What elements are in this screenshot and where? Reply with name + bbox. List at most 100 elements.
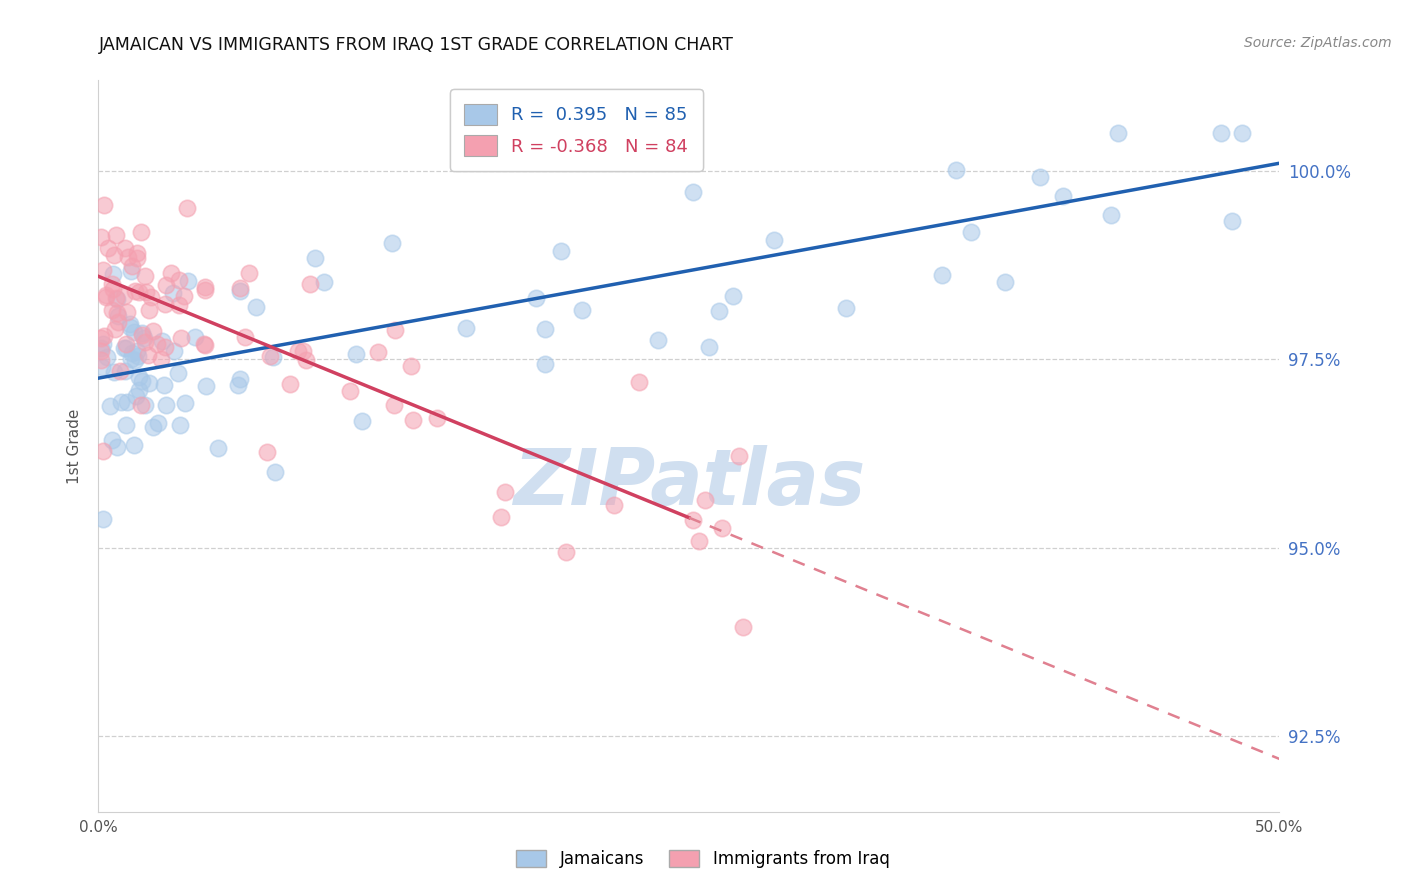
- Point: [194, 379, 217, 393]
- Point: [155, 398, 177, 412]
- Point: [112, 341, 135, 355]
- Point: [105, 292, 128, 306]
- Point: [101, 303, 124, 318]
- Point: [142, 419, 165, 434]
- Point: [103, 365, 125, 379]
- Point: [193, 337, 215, 351]
- Point: [207, 441, 229, 455]
- Point: [115, 395, 138, 409]
- Point: [90, 352, 112, 367]
- Point: [91, 512, 114, 526]
- Point: [173, 396, 195, 410]
- Point: [229, 280, 252, 294]
- Point: [264, 465, 287, 479]
- Point: [304, 251, 326, 265]
- Point: [104, 228, 127, 243]
- Point: [555, 545, 578, 559]
- Point: [381, 235, 404, 250]
- Point: [229, 285, 252, 299]
- Point: [97, 241, 120, 255]
- Point: [533, 322, 555, 336]
- Point: [959, 225, 981, 239]
- Point: [711, 520, 734, 534]
- Point: [176, 201, 198, 215]
- Text: ZIPatlas: ZIPatlas: [513, 444, 865, 521]
- Point: [245, 301, 267, 315]
- Point: [489, 509, 512, 524]
- Point: [1209, 126, 1232, 140]
- Point: [128, 384, 150, 398]
- Point: [134, 269, 156, 284]
- Point: [278, 376, 301, 391]
- Point: [456, 321, 478, 335]
- Point: [129, 225, 152, 239]
- Point: [682, 186, 704, 200]
- Point: [287, 344, 309, 359]
- Point: [292, 344, 315, 359]
- Point: [122, 438, 145, 452]
- Point: [1220, 214, 1243, 228]
- Point: [149, 352, 172, 367]
- Point: [931, 268, 953, 283]
- Point: [90, 229, 112, 244]
- Point: [550, 244, 572, 258]
- Point: [571, 303, 593, 318]
- Point: [122, 325, 145, 339]
- Point: [121, 346, 143, 360]
- Point: [1052, 188, 1074, 202]
- Point: [152, 377, 174, 392]
- Point: [177, 274, 200, 288]
- Point: [494, 484, 516, 499]
- Point: [945, 162, 967, 177]
- Point: [115, 336, 138, 351]
- Point: [382, 398, 405, 412]
- Point: [131, 375, 153, 389]
- Point: [134, 335, 156, 350]
- Point: [128, 370, 150, 384]
- Point: [124, 284, 146, 298]
- Point: [131, 328, 153, 343]
- Point: [262, 350, 284, 364]
- Point: [118, 319, 141, 334]
- Point: [647, 333, 669, 347]
- Point: [125, 344, 148, 359]
- Point: [167, 366, 190, 380]
- Legend: R =  0.395   N = 85, R = -0.368   N = 84: R = 0.395 N = 85, R = -0.368 N = 84: [450, 89, 703, 170]
- Point: [131, 326, 153, 341]
- Point: [128, 285, 150, 299]
- Point: [136, 348, 159, 362]
- Point: [90, 343, 112, 358]
- Point: [91, 337, 114, 351]
- Point: [101, 282, 124, 296]
- Point: [103, 247, 125, 261]
- Point: [229, 372, 252, 386]
- Point: [344, 347, 367, 361]
- Point: [1029, 170, 1052, 185]
- Point: [120, 317, 142, 331]
- Point: [160, 266, 183, 280]
- Point: [226, 378, 249, 392]
- Point: [96, 350, 118, 364]
- Point: [104, 291, 127, 305]
- Point: [167, 298, 190, 312]
- Point: [117, 250, 139, 264]
- Point: [107, 309, 129, 323]
- Point: [350, 414, 373, 428]
- Point: [162, 285, 184, 300]
- Point: [312, 275, 335, 289]
- Point: [93, 328, 115, 343]
- Point: [103, 322, 125, 336]
- Point: [603, 499, 626, 513]
- Point: [695, 492, 717, 507]
- Point: [120, 352, 142, 367]
- Point: [697, 340, 720, 354]
- Point: [107, 440, 129, 454]
- Point: [138, 376, 160, 390]
- Point: [194, 337, 217, 351]
- Point: [682, 513, 704, 527]
- Point: [295, 353, 318, 368]
- Point: [150, 334, 173, 348]
- Point: [173, 289, 195, 303]
- Point: [100, 277, 122, 292]
- Point: [98, 399, 121, 413]
